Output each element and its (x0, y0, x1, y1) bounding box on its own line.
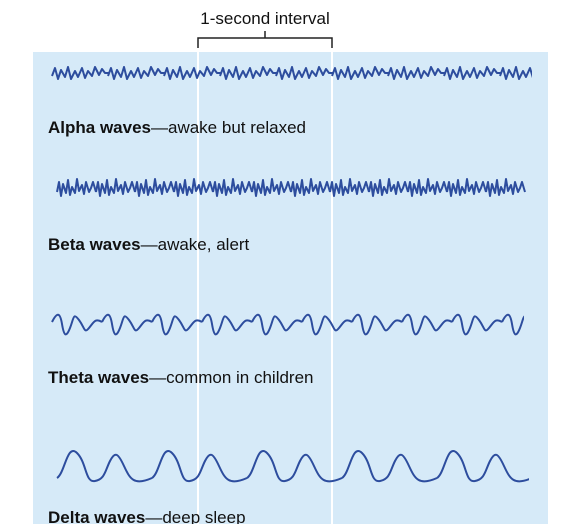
wave-label: Delta waves—deep sleep (48, 508, 246, 524)
background-panel (33, 52, 548, 524)
wave-description: —awake but relaxed (151, 118, 306, 137)
wave-label: Beta waves—awake, alert (48, 235, 250, 254)
wave-label: Theta waves—common in children (48, 368, 314, 387)
wave-name: Delta waves (48, 508, 145, 524)
wave-name: Alpha waves (48, 118, 151, 137)
wave-description: —common in children (149, 368, 313, 387)
interval-label: 1-second interval (200, 9, 329, 28)
interval-bracket (197, 31, 333, 48)
wave-name: Beta waves (48, 235, 141, 254)
wave-description: —deep sleep (145, 508, 245, 524)
wave-label: Alpha waves—awake but relaxed (48, 118, 306, 137)
wave-description: —awake, alert (141, 235, 250, 254)
wave-name: Theta waves (48, 368, 149, 387)
